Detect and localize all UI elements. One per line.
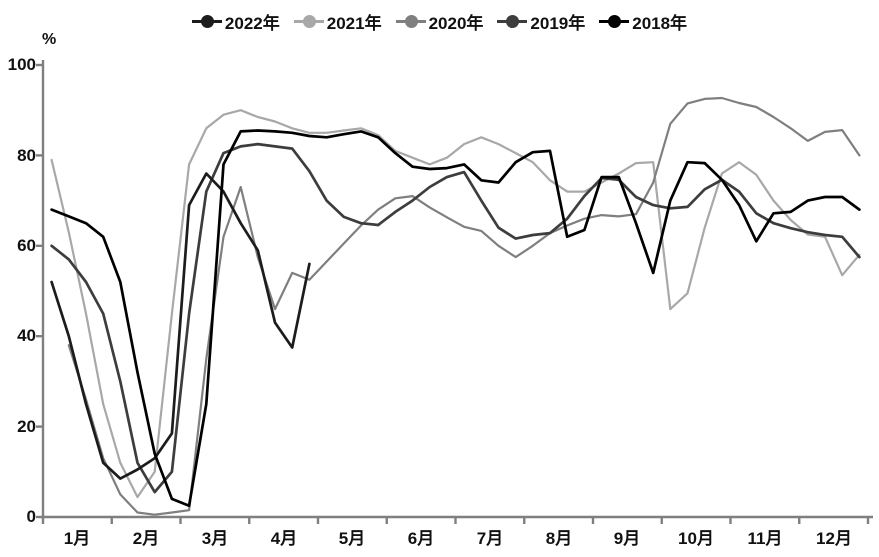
legend-label: 2018年 bbox=[632, 14, 688, 33]
series-line-2021 bbox=[50, 109, 861, 499]
x-tick-label: 5月 bbox=[338, 529, 366, 548]
x-tick-label: 2月 bbox=[132, 529, 160, 548]
x-tick-label: 6月 bbox=[407, 529, 435, 548]
y-tick-label: 80 bbox=[17, 146, 36, 165]
x-tick-label: 7月 bbox=[476, 529, 504, 548]
legend-label: 2022年 bbox=[224, 14, 280, 33]
series-line-2018 bbox=[50, 129, 861, 508]
x-tick-label: 3月 bbox=[201, 529, 229, 548]
series-line-2019 bbox=[50, 142, 861, 494]
x-tick-label: 8月 bbox=[545, 529, 573, 548]
legend-marker-icon bbox=[395, 15, 426, 28]
legend-label: 2021年 bbox=[326, 14, 382, 33]
y-tick-label: 40 bbox=[17, 326, 36, 345]
x-tick-label: 4月 bbox=[270, 529, 298, 548]
legend-marker-icon bbox=[599, 15, 630, 28]
x-tick-label: 12月 bbox=[816, 529, 852, 548]
legend-item-2021: 2021年 bbox=[293, 9, 382, 34]
legend-marker-icon bbox=[191, 15, 222, 28]
x-tick-label: 1月 bbox=[63, 529, 91, 548]
x-tick-label: 10月 bbox=[678, 529, 714, 548]
y-tick-label: 20 bbox=[17, 417, 36, 436]
legend-label: 2019年 bbox=[530, 14, 586, 33]
x-tick-label: 11月 bbox=[747, 529, 783, 548]
legend-item-2019: 2019年 bbox=[497, 9, 585, 34]
series-line-2022 bbox=[50, 172, 311, 480]
legend-marker-icon bbox=[497, 15, 528, 28]
y-tick-label: 60 bbox=[17, 236, 36, 255]
chart-legend: 2022年 2021年 2020年 2019年 2018年 bbox=[0, 9, 879, 34]
y-tick-label: 100 bbox=[7, 55, 36, 74]
legend-item-2018: 2018年 bbox=[599, 9, 687, 34]
y-tick-label: 0 bbox=[26, 507, 36, 526]
legend-marker-icon bbox=[293, 15, 324, 28]
legend-item-2020: 2020年 bbox=[395, 9, 484, 34]
series-line-2020 bbox=[67, 96, 861, 516]
x-tick-label: 9月 bbox=[613, 529, 641, 548]
legend-label: 2020年 bbox=[428, 14, 484, 33]
y-axis-unit-label: % bbox=[42, 31, 57, 48]
legend-item-2022: 2022年 bbox=[191, 9, 280, 34]
